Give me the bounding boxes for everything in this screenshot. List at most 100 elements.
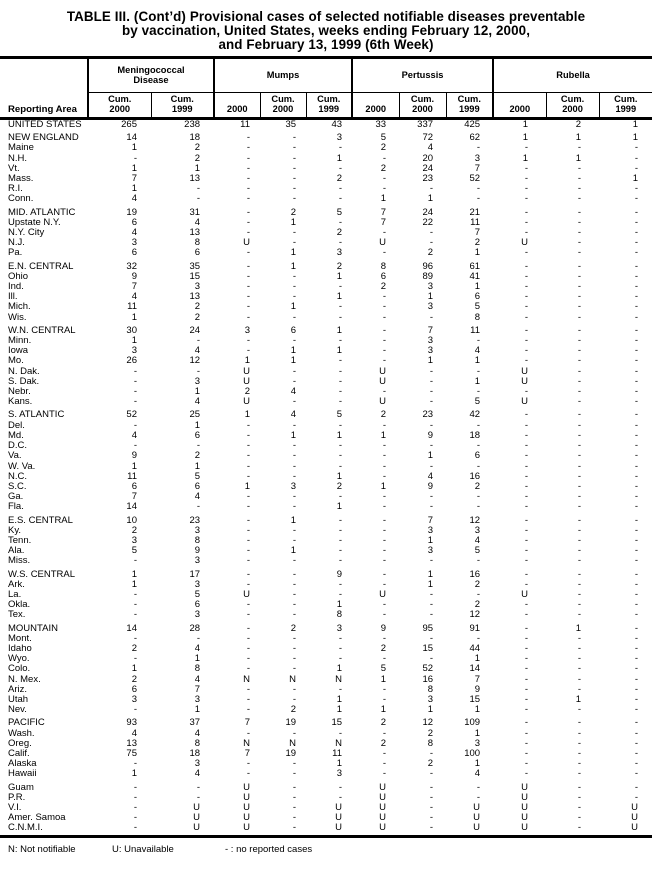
value-cell: 3 xyxy=(427,301,434,313)
value-cell: - xyxy=(634,419,639,431)
value-cell: - xyxy=(338,386,343,398)
value-cell: - xyxy=(577,440,582,452)
area-cell: Ky. xyxy=(8,524,22,536)
value-cell: - xyxy=(634,227,639,239)
table-row: W.N. CENTRAL 30 24 3 6 1 - 7 11 - - - xyxy=(0,325,652,336)
value-cell: 4 xyxy=(131,727,137,739)
value-cell: - xyxy=(196,440,201,452)
area-cell: Nebr. xyxy=(8,386,31,398)
value-cell: - xyxy=(524,450,529,462)
value-cell: - xyxy=(577,578,582,590)
value-cell: U xyxy=(521,365,529,377)
value-cell: - xyxy=(524,534,529,546)
value-cell: - xyxy=(338,396,343,408)
value-cell: - xyxy=(292,693,297,705)
table-row: Calif. 75 18 7 19 11 - - 100 - - - xyxy=(0,747,652,759)
value-cell: - xyxy=(634,534,639,546)
value-cell: - xyxy=(476,491,481,503)
column-header: 2000 xyxy=(351,92,400,120)
value-cell: U xyxy=(243,375,251,387)
value-cell: - xyxy=(577,642,582,654)
value-cell: - xyxy=(476,791,481,803)
table-row: V.I. - U U - U U - U U - U xyxy=(0,802,652,813)
value-cell: - xyxy=(382,440,387,452)
value-cell: - xyxy=(246,162,251,174)
value-cell: - xyxy=(634,386,639,398)
value-cell: - xyxy=(429,311,434,323)
value-cell: N xyxy=(335,737,343,749)
value-cell: 4 xyxy=(194,491,201,503)
value-cell: 4 xyxy=(131,193,137,205)
value-cell: - xyxy=(476,142,481,154)
value-cell: 2 xyxy=(427,247,434,259)
area-cell: Ala. xyxy=(8,545,25,557)
value-cell: 109 xyxy=(464,717,481,729)
table-row: Ky. 2 3 - - - - 3 3 - - - xyxy=(0,524,652,536)
value-cell: 1 xyxy=(244,480,251,492)
value-cell: - xyxy=(382,747,387,759)
value-cell: - xyxy=(382,693,387,705)
value-cell: 11 xyxy=(240,119,251,130)
area-cell: Utah xyxy=(8,693,29,705)
value-cell: - xyxy=(634,355,639,367)
value-cell: 61 xyxy=(469,260,481,272)
value-cell: - xyxy=(133,632,137,644)
table-row: S. Dak. - 3 U - - U - 1 U - - xyxy=(0,375,652,387)
value-cell: 6 xyxy=(380,270,387,282)
value-cell: 21 xyxy=(469,206,481,218)
value-cell: - xyxy=(338,301,343,313)
value-cell: 3 xyxy=(194,578,201,590)
value-cell: 2 xyxy=(380,162,387,174)
value-cell: 7 xyxy=(244,747,251,759)
value-cell: - xyxy=(524,683,529,695)
value-cell: 1 xyxy=(194,162,201,174)
value-cell: 3 xyxy=(336,132,343,144)
value-cell: 1 xyxy=(336,429,343,441)
value-cell: - xyxy=(246,555,251,567)
value-cell: - xyxy=(476,419,481,431)
value-cell: N xyxy=(243,737,251,749)
area-cell: Fla. xyxy=(8,501,24,513)
value-cell: - xyxy=(429,632,434,644)
value-cell: 19 xyxy=(285,747,297,759)
column-header: Cum. 1999 xyxy=(150,92,215,120)
value-cell: - xyxy=(338,460,343,472)
value-cell: 12 xyxy=(189,355,201,367)
value-cell: - xyxy=(292,802,297,813)
value-cell: - xyxy=(196,501,201,513)
value-cell: 5 xyxy=(474,301,481,313)
value-cell: 1 xyxy=(131,311,137,323)
value-cell: - xyxy=(524,270,529,282)
value-cell: 4 xyxy=(194,673,201,685)
area-cell: Minn. xyxy=(8,335,32,347)
value-cell: - xyxy=(338,653,343,665)
value-cell: 3 xyxy=(336,622,343,634)
value-cell: 13 xyxy=(189,291,201,303)
value-cell: - xyxy=(634,599,639,611)
value-cell: 22 xyxy=(422,216,434,228)
area-cell: UNITED STATES xyxy=(8,119,82,130)
value-cell: - xyxy=(246,568,251,580)
column-header: Cum. 2000 xyxy=(259,92,307,120)
value-cell: - xyxy=(246,534,251,546)
value-cell: - xyxy=(577,450,582,462)
value-cell: 15 xyxy=(422,642,434,654)
value-cell: 7 xyxy=(474,673,481,685)
value-cell: - xyxy=(524,758,529,770)
value-cell: - xyxy=(292,142,297,154)
value-cell: - xyxy=(338,791,343,803)
value-cell: U xyxy=(243,237,251,249)
table-row: Minn. 1 - - - - - 3 - - - - xyxy=(0,335,652,347)
value-cell: - xyxy=(382,683,387,695)
value-cell: - xyxy=(292,152,297,164)
value-cell: - xyxy=(577,812,582,824)
value-cell: - xyxy=(634,270,639,282)
value-cell: U xyxy=(379,802,387,813)
value-cell: 1 xyxy=(380,429,387,441)
value-cell: U xyxy=(631,812,639,824)
value-cell: - xyxy=(292,440,297,452)
value-cell: 3 xyxy=(427,281,434,293)
value-cell: - xyxy=(524,247,529,259)
value-cell: 19 xyxy=(285,717,297,729)
value-cell: U xyxy=(379,781,387,793)
